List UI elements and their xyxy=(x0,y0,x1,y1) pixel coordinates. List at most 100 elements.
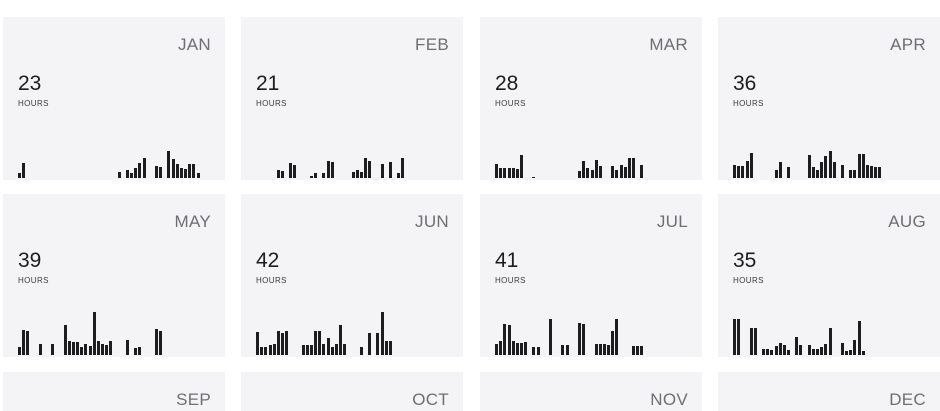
daily-usage-bar xyxy=(376,333,380,355)
daily-usage-bar xyxy=(138,163,142,178)
daily-usage-bar xyxy=(256,332,259,355)
daily-usage-bar xyxy=(745,161,749,178)
month-card-aug[interactable]: AUG 35 HOURS xyxy=(718,194,940,357)
daily-usage-bar xyxy=(80,346,84,355)
month-label: MAY xyxy=(174,212,211,231)
daily-usage-chart xyxy=(733,133,929,178)
month-label: OCT xyxy=(412,390,449,409)
daily-usage-bar xyxy=(368,161,372,178)
daily-usage-chart xyxy=(18,133,214,178)
daily-usage-bar xyxy=(594,343,598,355)
daily-usage-bar xyxy=(749,327,753,355)
daily-usage-bar xyxy=(607,344,611,355)
daily-usage-bar xyxy=(188,163,192,178)
daily-usage-bar xyxy=(72,341,75,355)
daily-usage-bar xyxy=(640,164,644,178)
daily-usage-bar xyxy=(285,330,289,355)
month-card-jan[interactable]: JAN 23 HOURS xyxy=(3,17,225,180)
hours-unit-label: HOURS xyxy=(495,276,526,285)
daily-usage-bar xyxy=(840,343,844,355)
daily-usage-bar xyxy=(179,167,183,178)
daily-usage-bar xyxy=(787,166,790,178)
daily-usage-bar xyxy=(322,172,326,178)
month-card-nov[interactable]: NOV xyxy=(480,372,702,411)
daily-usage-bar xyxy=(96,340,100,355)
daily-usage-bar xyxy=(155,165,158,178)
month-label: JUL xyxy=(656,212,688,231)
month-card-jul[interactable]: JUL 41 HOURS xyxy=(480,194,702,357)
daily-usage-bar xyxy=(749,153,753,178)
month-card-may[interactable]: MAY 39 HOURS xyxy=(3,194,225,357)
month-card-mar[interactable]: MAR 28 HOURS xyxy=(480,17,702,180)
month-label: FEB xyxy=(415,35,449,54)
daily-usage-bar xyxy=(171,159,175,178)
daily-usage-bar xyxy=(778,162,782,178)
daily-usage-bar xyxy=(84,343,88,355)
daily-usage-bar xyxy=(318,330,322,355)
daily-usage-bar xyxy=(832,161,836,178)
daily-usage-bar xyxy=(549,318,552,355)
daily-usage-chart xyxy=(18,310,214,355)
daily-usage-bar xyxy=(359,347,363,355)
daily-usage-bar xyxy=(849,349,853,355)
daily-usage-bar xyxy=(611,330,615,355)
daily-usage-bar xyxy=(159,330,163,355)
daily-usage-bar xyxy=(388,340,392,355)
month-card-oct[interactable]: OCT xyxy=(241,372,463,411)
daily-usage-bar xyxy=(293,164,297,178)
daily-usage-bar xyxy=(627,157,631,178)
hours-unit-label: HOURS xyxy=(256,99,287,108)
daily-usage-bar xyxy=(602,343,606,355)
daily-usage-bar xyxy=(368,333,372,355)
daily-usage-bar xyxy=(741,165,745,178)
daily-usage-bar xyxy=(67,340,71,355)
month-card-apr[interactable]: APR 36 HOURS xyxy=(718,17,940,180)
daily-usage-bar xyxy=(536,347,540,355)
daily-usage-bar xyxy=(853,340,857,355)
month-label: SEP xyxy=(176,390,211,409)
daily-usage-bar xyxy=(495,163,498,178)
month-card-dec[interactable]: DEC xyxy=(718,372,940,411)
daily-usage-bar xyxy=(511,167,515,178)
daily-usage-bar xyxy=(326,161,330,178)
daily-usage-bar xyxy=(824,156,828,178)
daily-usage-bar xyxy=(22,163,26,178)
daily-usage-bar xyxy=(640,345,644,355)
daily-usage-bar xyxy=(849,169,853,178)
daily-usage-bar xyxy=(314,172,318,178)
daily-usage-bar xyxy=(611,165,615,178)
daily-usage-bar xyxy=(770,349,774,355)
hours-unit-label: HOURS xyxy=(733,276,764,285)
month-card-jun[interactable]: JUN 42 HOURS xyxy=(241,194,463,357)
daily-usage-bar xyxy=(322,343,326,355)
daily-usage-bar xyxy=(511,341,515,355)
daily-usage-bar xyxy=(507,325,511,355)
daily-usage-bar xyxy=(388,162,392,178)
daily-usage-bar xyxy=(125,170,129,178)
daily-usage-bar xyxy=(782,345,786,355)
daily-usage-bar xyxy=(105,344,109,355)
daily-usage-bar xyxy=(334,343,338,355)
daily-usage-bar xyxy=(305,344,309,355)
daily-usage-bar xyxy=(264,346,268,355)
daily-usage-bar xyxy=(401,157,405,178)
hours-unit-label: HOURS xyxy=(256,276,287,285)
daily-usage-bar xyxy=(636,345,640,355)
hours-value: 39 xyxy=(18,249,42,272)
month-card-feb[interactable]: FEB 21 HOURS xyxy=(241,17,463,180)
daily-usage-bar xyxy=(159,166,163,178)
daily-usage-bar xyxy=(578,170,581,178)
daily-usage-bar xyxy=(18,172,21,178)
daily-usage-bar xyxy=(499,340,503,355)
daily-usage-bar xyxy=(184,168,187,178)
hours-value: 42 xyxy=(256,249,280,272)
month-card-sep[interactable]: SEP xyxy=(3,372,225,411)
daily-usage-bar xyxy=(276,330,280,355)
daily-usage-bar xyxy=(795,336,799,355)
month-label: DEC xyxy=(889,390,926,409)
daily-usage-bar xyxy=(737,319,741,355)
daily-usage-bar xyxy=(260,346,264,355)
daily-usage-bar xyxy=(619,164,623,178)
daily-usage-bar xyxy=(565,344,569,355)
